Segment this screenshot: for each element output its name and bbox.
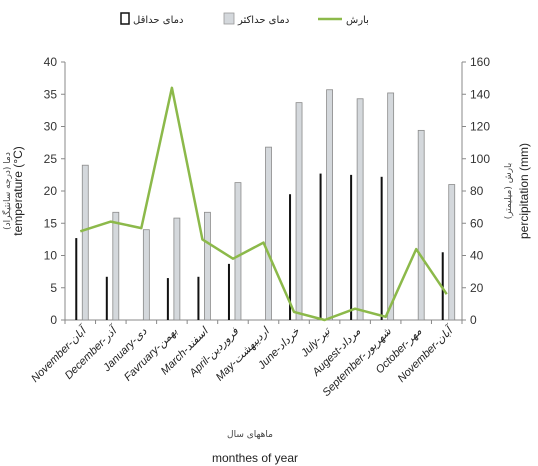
min-temp-bar	[350, 174, 353, 320]
y-left-axis-title: temperature (°C)	[11, 146, 25, 236]
x-axis-title: monthes of year	[212, 451, 298, 465]
min-temp-bar	[105, 276, 108, 320]
legend-item-precipitation: بارش	[318, 15, 369, 26]
max-temp-bar	[234, 182, 242, 321]
legend-swatch-min-temp	[120, 12, 130, 25]
legend-item-max-temp: دمای حداکثر	[223, 12, 289, 26]
max-temp-bar	[387, 92, 395, 321]
y-right-tick-label: 80	[470, 184, 484, 198]
y-left-tick-label: 30	[44, 120, 58, 134]
max-temp-bar	[326, 89, 333, 321]
legend-label-max-temp: دمای حداکثر	[237, 15, 289, 26]
y-right-axis-title-fa: بارش (میلیمتر)	[504, 163, 514, 220]
y-right-tick-label: 100	[470, 152, 490, 166]
y-right-tick-label: 140	[470, 87, 490, 101]
y-left-tick-label: 10	[44, 249, 58, 263]
max-temp-bar	[173, 217, 181, 321]
max-temp-bar	[81, 164, 89, 321]
max-temp-bar	[142, 229, 150, 321]
min-temp-bar	[319, 173, 322, 320]
max-temp-bar	[204, 211, 211, 321]
min-temp-bar	[166, 278, 169, 320]
legend: دمای حداقل دمای حداکثر بارش	[120, 12, 369, 26]
max-temp-bar	[265, 146, 272, 321]
min-temp-bar	[227, 263, 230, 320]
y-right-tick-label: 40	[470, 249, 484, 263]
y-right-tick-label: 20	[470, 281, 484, 295]
legend-item-min-temp: دمای حداقل	[120, 12, 183, 26]
max-temp-bar	[112, 211, 120, 321]
y-right-axis-title: percipitation (mm)	[517, 143, 531, 239]
x-category-label: Favruary-بهمن	[122, 326, 180, 384]
y-left-tick-label: 35	[44, 87, 58, 101]
plot-area: 0510152025303540020406080100120140160Nov…	[28, 55, 491, 399]
y-right-tick-label: 160	[470, 55, 490, 69]
min-temp-bar	[380, 176, 383, 320]
y-left-tick-label: 20	[44, 184, 58, 198]
y-left-tick-label: 25	[44, 152, 58, 166]
max-temp-bar	[356, 98, 364, 321]
max-temp-bar	[448, 184, 456, 321]
min-temp-bar	[289, 194, 292, 320]
y-left-axis-title-fa: دما (درجه سانتیگراد)	[1, 152, 13, 230]
max-temp-bar	[417, 129, 425, 321]
min-temp-bar	[75, 238, 78, 320]
y-left-tick-label: 40	[44, 55, 58, 69]
x-axis-title-fa: ماههای سال	[227, 430, 273, 440]
y-left-tick-label: 5	[50, 281, 57, 295]
legend-label-min-temp: دمای حداقل	[133, 15, 183, 26]
legend-swatch-max-temp	[223, 12, 235, 25]
y-left-tick-label: 0	[50, 313, 57, 327]
y-left-tick-label: 15	[44, 216, 58, 230]
min-temp-bar	[197, 276, 200, 320]
legend-label-precipitation: بارش	[346, 15, 369, 26]
y-right-tick-label: 120	[470, 120, 490, 134]
y-right-tick-label: 0	[470, 313, 477, 327]
y-right-tick-label: 60	[470, 216, 484, 230]
max-temp-bar	[295, 102, 303, 321]
